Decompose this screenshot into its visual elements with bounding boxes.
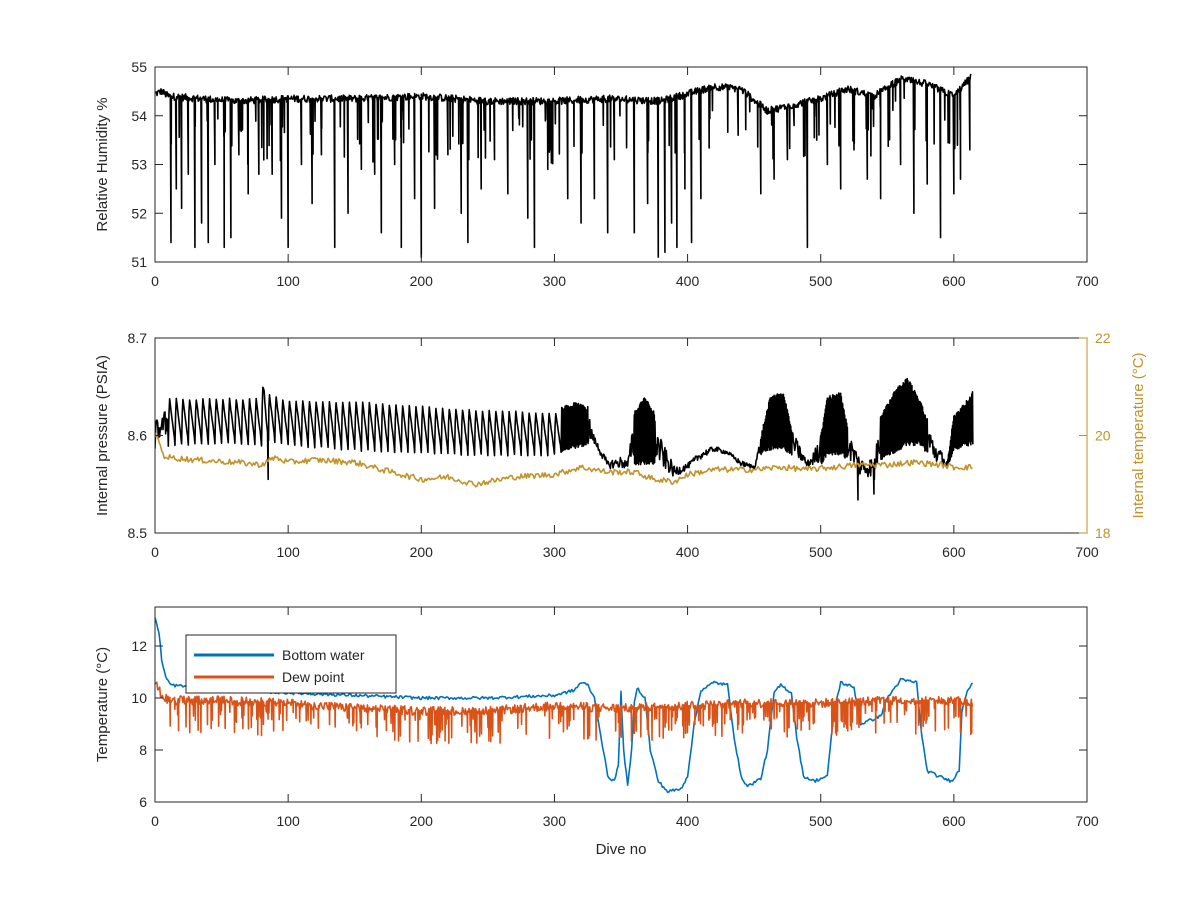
x-tick-label: 500 (809, 273, 833, 289)
series-0-line (155, 73, 972, 258)
x-tick-label: 200 (410, 273, 434, 289)
right-tick-label: 20 (1095, 428, 1111, 444)
series-0-line (155, 377, 974, 501)
x-tick-label: 500 (809, 813, 833, 829)
x-tick-label: 400 (676, 544, 700, 560)
y-tick-label: 8.6 (128, 428, 148, 444)
x-axis-label: Dive no (596, 841, 647, 858)
x-tick-label: 300 (543, 273, 567, 289)
y-tick-label: 8 (139, 742, 147, 758)
humidity-panel: 0 100 200 300 400 500 600 700 51 52 53 54 55 Relative… (94, 59, 1099, 289)
legend-label: Bottom water (282, 647, 365, 663)
y-tick-label: 8.5 (128, 525, 148, 541)
y-tick-label: 6 (139, 794, 147, 810)
legend-box (185, 634, 397, 694)
x-tick-label: 100 (276, 813, 300, 829)
x-tick-label: 700 (1075, 544, 1099, 560)
x-tick-label: 600 (942, 273, 966, 289)
x-tick-label: 500 (809, 544, 833, 560)
x-tick-label: 200 (410, 813, 434, 829)
right-tick-label: 22 (1095, 330, 1111, 346)
y-tick-label: 8.7 (128, 330, 148, 346)
legend: Bottom water Dew point (185, 634, 397, 694)
y-tick-label: 53 (131, 157, 147, 173)
legend-label: Dew point (282, 669, 344, 685)
x-tick-label: 100 (276, 544, 300, 560)
x-tick-label: 200 (410, 544, 434, 560)
plot-area (155, 377, 974, 501)
x-tick-label: 400 (676, 273, 700, 289)
x-tick-label: 0 (151, 544, 159, 560)
y-axis-label: Relative Humidity % (94, 97, 111, 231)
x-tick-label: 600 (942, 544, 966, 560)
x-tick-label: 700 (1075, 273, 1099, 289)
x-tick-label: 300 (543, 544, 567, 560)
plot-area (155, 73, 972, 258)
y-tick-label: 12 (131, 638, 147, 654)
series-dew-point-line (155, 681, 974, 745)
x-tick-label: 0 (151, 273, 159, 289)
y-tick-label: 52 (131, 205, 147, 221)
x-tick-label: 400 (676, 813, 700, 829)
y-tick-label: 55 (131, 59, 147, 75)
y-tick-label: 54 (131, 108, 147, 124)
y-axis-label: Temperature (°C) (94, 647, 111, 762)
axes-box (154, 606, 1088, 803)
x-tick-label: 600 (942, 813, 966, 829)
x-tick-label: 100 (276, 273, 300, 289)
series-1-line (155, 432, 973, 488)
x-tick-label: 0 (151, 813, 159, 829)
temperature-panel: 0 100 200 300 400 500 600 700 6 8 10 12 Temperature … (94, 606, 1099, 858)
y-tick-label: 51 (131, 254, 147, 270)
right-axis-label: Internal temperature (°C) (1130, 352, 1147, 518)
x-tick-label: 300 (543, 813, 567, 829)
y-tick-label: 10 (131, 690, 147, 706)
y-axis-label: Internal pressure (PSIA) (94, 355, 111, 516)
right-tick-label: 18 (1095, 525, 1111, 541)
pressure-temperature-panel: 0 100 200 300 400 500 600 700 8.5 8.6 8.7 18 20 22 Int… (94, 330, 1147, 560)
x-tick-label: 700 (1075, 813, 1099, 829)
